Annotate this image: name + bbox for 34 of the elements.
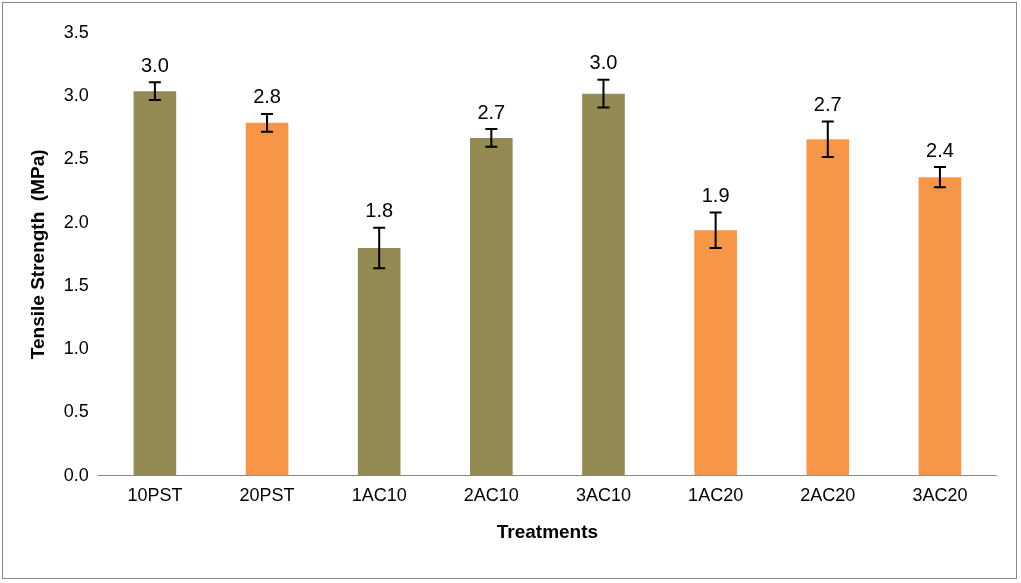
x-tick-label: 1AC20 — [688, 485, 744, 506]
x-axis-title: Treatments — [496, 520, 599, 542]
x-tick-label: 10PST — [127, 485, 183, 506]
x-tick-label: 2AC20 — [800, 485, 856, 506]
y-tick-label: 3.0 — [63, 85, 89, 106]
y-tick-label: 2.0 — [63, 211, 89, 232]
x-tick-label: 2AC10 — [463, 485, 519, 506]
data-label: 2.7 — [813, 93, 842, 116]
data-label: 3.0 — [589, 51, 618, 74]
x-tick-label: 1AC10 — [351, 485, 407, 506]
data-label: 1.8 — [365, 199, 394, 222]
y-tick-label: 0.5 — [63, 401, 89, 422]
data-label: 1.9 — [701, 184, 730, 207]
y-tick-label: 3.5 — [63, 21, 89, 42]
bar — [133, 91, 177, 476]
y-axis-title: Tensile Strength (MPa) — [26, 149, 48, 360]
bar — [918, 177, 962, 476]
x-tick-label: 3AC10 — [575, 485, 632, 506]
y-tick-label: 1.0 — [63, 338, 89, 359]
x-tick-label: 3AC20 — [912, 485, 968, 506]
bar — [245, 122, 289, 476]
bar — [806, 139, 850, 476]
data-label: 2.4 — [926, 138, 954, 161]
bar — [694, 230, 737, 476]
data-label: 2.7 — [477, 100, 506, 123]
data-label: 3.0 — [140, 53, 169, 76]
data-label: 2.8 — [253, 85, 281, 108]
bar — [470, 137, 513, 476]
bar — [357, 247, 401, 476]
y-tick-label: 1.5 — [63, 274, 89, 295]
bar — [582, 93, 625, 476]
x-tick-label: 20PST — [239, 485, 295, 506]
y-tick-label: 2.5 — [63, 148, 89, 169]
y-tick-label: 0.0 — [63, 464, 89, 485]
